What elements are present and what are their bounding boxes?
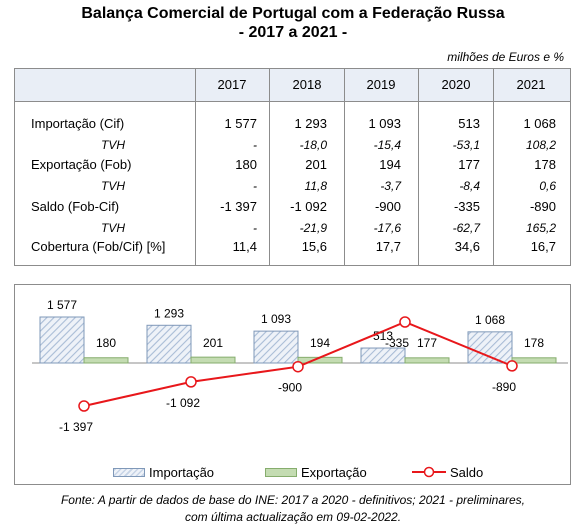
bar-importacao: [360, 347, 406, 364]
bar-importacao: [253, 330, 299, 364]
legend-label-importacao: Importação: [149, 464, 215, 480]
table-cell: -62,7: [452, 221, 480, 235]
table-cell: -890: [529, 199, 556, 214]
data-label-saldo: -1 397: [59, 420, 93, 434]
chart-title: Balança Comercial de Portugal com a Fede…: [81, 5, 505, 22]
table-column-divider: [418, 69, 419, 265]
table-row-label: TVH: [101, 179, 125, 193]
saldo-point: [399, 316, 411, 328]
data-label-importacao: 1 093: [261, 312, 291, 326]
table-header: [15, 69, 570, 102]
table-cell: -1 092: [290, 199, 327, 214]
table-cell: 1 068: [523, 116, 556, 131]
table-cell: -: [253, 179, 257, 193]
table-cell: -21,9: [299, 221, 327, 235]
table-header-year: 2017: [217, 77, 247, 92]
table-row-label: Cobertura (Fob/Cif) [%]: [31, 239, 166, 254]
bar-exportacao: [511, 357, 557, 364]
bar-exportacao: [190, 356, 236, 364]
chart-svg: 1 57718020171 29320120181 09319420195131…: [32, 298, 568, 434]
table-cell: 513: [458, 116, 480, 131]
table-cell: -1 397: [220, 199, 257, 214]
table-cell: 15,6: [301, 239, 327, 254]
table-cell: -: [253, 138, 257, 152]
data-label-importacao: 1 577: [47, 298, 77, 312]
saldo-point: [292, 360, 304, 373]
table-cell: 194: [379, 157, 401, 172]
table-cell: 165,2: [525, 221, 556, 235]
table-cell: 16,7: [530, 239, 556, 254]
table-column-divider: [344, 69, 345, 265]
table-cell: -18,0: [299, 138, 327, 152]
data-label-saldo: -1 092: [166, 396, 200, 410]
chart-area: 1 57718020171 29320120181 09319420195131…: [14, 284, 571, 485]
bar-importacao: [146, 324, 192, 364]
table-row-label: TVH: [101, 138, 125, 152]
table-column-divider: [269, 69, 270, 265]
saldo-point: [185, 376, 197, 388]
table-cell: 1 293: [294, 116, 327, 131]
data-label-exportacao: 194: [310, 336, 330, 350]
table-row-label: Importação (Cif): [31, 116, 125, 131]
source-line-2: com última actualização em 09-02-2022.: [184, 510, 402, 524]
table-cell: 11,8: [304, 179, 327, 193]
table-row-label: TVH: [101, 221, 125, 235]
table-row-label: Exportação (Fob): [31, 157, 132, 172]
table-cell: 34,6: [454, 239, 480, 254]
table-cell: 1 093: [368, 116, 401, 131]
units-note: milhões de Euros e %: [447, 50, 564, 64]
bar-importacao: [39, 316, 85, 364]
data-table: 2017 2018 2019 2020 2021 Importação (Cif) 1 57…: [14, 68, 571, 266]
table-cell: -900: [374, 199, 401, 214]
legend-item-saldo: Saldo: [412, 464, 483, 480]
table-cell: -53,1: [452, 138, 480, 152]
data-label-saldo: -890: [492, 380, 516, 394]
table-header-year: 2018: [292, 77, 322, 92]
table-header-year: 2020: [441, 77, 471, 92]
data-label-importacao: 1 068: [475, 313, 505, 327]
table-cell: 177: [458, 157, 480, 172]
data-label-saldo: -900: [278, 381, 302, 395]
table-cell: 108,2: [525, 138, 556, 152]
table-cell: -335: [453, 199, 480, 214]
table-cell: -15,4: [373, 138, 401, 152]
bar-exportacao: [83, 357, 129, 364]
table-cell: 180: [235, 157, 257, 172]
table-cell: 201: [305, 157, 327, 172]
legend-swatch-importacao: [113, 467, 145, 477]
data-label-exportacao: 177: [417, 336, 437, 350]
data-label-exportacao: 180: [96, 336, 116, 350]
bar-exportacao: [404, 357, 450, 364]
table-header-year: 2021: [516, 77, 546, 92]
table-cell: 178: [534, 157, 556, 172]
data-label-saldo: -335: [385, 336, 409, 350]
table-cell: 17,7: [375, 239, 401, 254]
table-cell: -: [253, 221, 257, 235]
bar-importacao: [467, 331, 513, 364]
table-cell: -8,4: [459, 179, 480, 193]
table-header-year: 2019: [366, 77, 396, 92]
table-row-label: Saldo (Fob-Cif): [31, 199, 120, 214]
legend-item-exportacao: Exportação: [265, 464, 367, 480]
data-label-exportacao: 178: [524, 336, 544, 350]
table-cell: -3,7: [380, 179, 401, 193]
table-column-divider: [195, 69, 196, 265]
legend-swatch-exportacao: [265, 467, 297, 477]
table-cell: 0,6: [539, 179, 556, 193]
table-cell: -17,6: [373, 221, 401, 235]
table-cell: 11,4: [232, 239, 257, 254]
legend-swatch-saldo: [412, 466, 446, 478]
source-line-1: Fonte: A partir de dados de base do INE:…: [60, 493, 526, 507]
data-label-exportacao: 201: [203, 336, 223, 350]
chart-subtitle: - 2017 a 2021 -: [238, 24, 348, 41]
data-label-importacao: 1 293: [154, 306, 184, 320]
legend-label-saldo: Saldo: [450, 464, 484, 480]
saldo-point: [506, 360, 518, 372]
table-cell: 1 577: [224, 116, 257, 131]
legend-label-exportacao: Exportação: [301, 464, 367, 480]
legend-item-importacao: Importação: [113, 464, 214, 480]
saldo-point: [78, 400, 90, 412]
table-column-divider: [493, 69, 494, 265]
